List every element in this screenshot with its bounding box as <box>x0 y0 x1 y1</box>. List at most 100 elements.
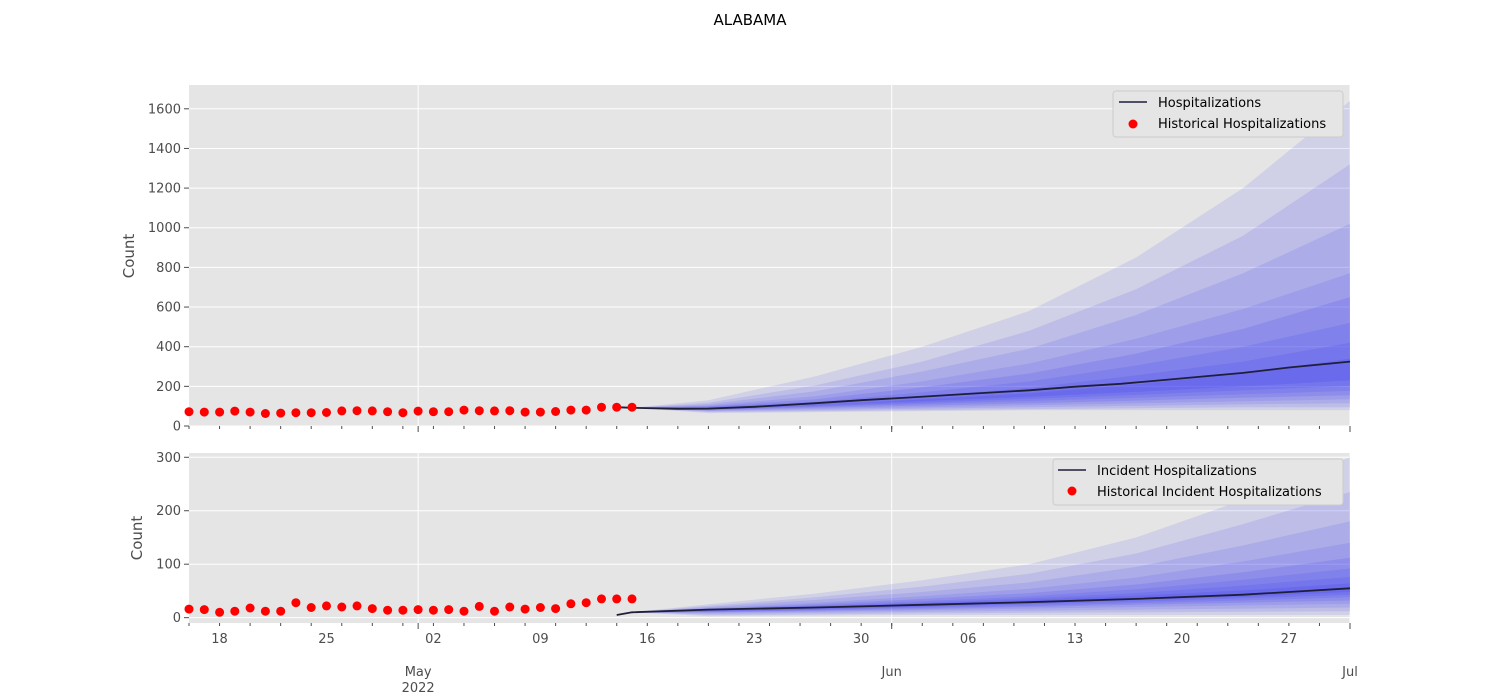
historical-point <box>291 408 301 418</box>
historical-point <box>474 406 484 416</box>
forecast-band <box>632 100 1350 414</box>
historical-point <box>367 406 377 416</box>
historical-point <box>474 601 484 611</box>
historical-point <box>490 606 499 616</box>
historical-point <box>520 604 530 614</box>
x-day-label: 13 <box>1067 632 1084 647</box>
legend-point-marker-top <box>1128 119 1138 129</box>
historical-point <box>276 606 286 616</box>
historical-point <box>581 405 591 415</box>
historical-point <box>535 603 545 612</box>
historical-point <box>551 407 561 416</box>
historical-point <box>276 408 286 418</box>
x-day-label: 02 <box>425 632 442 647</box>
x-month-label: Jun <box>881 665 902 680</box>
y-axis-ticks-top: 0 200 400 600 800 1000 1200 1400 1600 <box>148 102 189 435</box>
y-axis-label-bottom: Count <box>128 516 146 561</box>
historical-point <box>505 406 515 416</box>
gridlines-bottom <box>189 453 1351 623</box>
historical-point <box>260 409 270 418</box>
x-day-label: 16 <box>639 632 656 647</box>
legend-label-historical-incident-hospitalizations: Historical Incident Hospitalizations <box>1097 485 1322 500</box>
x-month-label: Jul <box>1341 665 1358 680</box>
forecast-band <box>632 568 1350 613</box>
historical-point <box>230 406 240 416</box>
y-axis-ticks-bottom: 0 100 200 300 <box>156 451 189 626</box>
y-tick-label: 200 <box>156 380 181 395</box>
historical-point <box>581 598 591 608</box>
y-tick-label: 1600 <box>148 102 181 117</box>
historical-point <box>184 407 194 417</box>
historical-point <box>428 407 438 417</box>
historical-point <box>413 406 423 416</box>
historical-point <box>505 602 515 612</box>
hospitalizations-panel: 0 200 400 600 800 1000 1200 1400 1600 Count Hosp… <box>120 85 1351 435</box>
historical-point <box>291 598 301 608</box>
y-tick-label: 1400 <box>148 142 181 157</box>
y-tick-label: 800 <box>156 261 181 276</box>
y-tick-label: 300 <box>156 451 181 466</box>
historical-point <box>551 604 561 614</box>
historical-point <box>398 605 408 615</box>
legend-label-hospitalizations: Hospitalizations <box>1158 96 1261 111</box>
historical-point <box>597 594 606 604</box>
forecast-bands-bottom <box>632 457 1350 617</box>
legend-label-incident-hospitalizations: Incident Hospitalizations <box>1097 464 1257 479</box>
x-month-label: May <box>405 665 432 680</box>
y-tick-label: 200 <box>156 504 181 519</box>
forecast-band <box>632 577 1350 613</box>
incident-hospitalizations-panel: 0 100 200 300 Count Incident Hospitalizatio… <box>128 451 1351 629</box>
historical-point <box>383 605 393 615</box>
x-day-label: 20 <box>1174 632 1191 647</box>
historical-point <box>322 601 331 611</box>
historical-point <box>490 406 499 416</box>
forecast-band <box>632 457 1350 617</box>
forecast-band <box>632 297 1350 411</box>
historical-point <box>398 408 408 418</box>
forecast-band <box>632 521 1350 614</box>
historical-point <box>215 607 225 617</box>
historical-point <box>352 406 362 416</box>
historical-point <box>444 605 454 615</box>
historical-point <box>535 407 545 417</box>
historical-point <box>260 606 270 616</box>
legend-bottom: Incident Hospitalizations Historical Inc… <box>1052 458 1344 506</box>
historical-point <box>245 603 255 613</box>
gridlines-top <box>189 85 1351 427</box>
y-tick-label: 0 <box>173 611 181 626</box>
median-line-bottom <box>616 587 1351 616</box>
legend-box-bottom <box>1052 458 1344 506</box>
x-day-label: 06 <box>960 632 977 647</box>
historical-point <box>337 406 347 416</box>
legend-top: Hospitalizations Historical Hospitalizat… <box>1112 90 1344 138</box>
legend-label-historical-hospitalizations: Historical Hospitalizations <box>1158 117 1326 132</box>
historical-point <box>459 405 469 415</box>
forecast-band <box>632 342 1350 410</box>
historical-point <box>306 408 316 418</box>
x-day-label: 30 <box>853 632 870 647</box>
historical-points-bottom <box>184 594 637 617</box>
historical-point <box>413 605 423 615</box>
y-tick-label: 1200 <box>148 182 181 197</box>
historical-point <box>306 603 316 612</box>
historical-point <box>428 605 438 615</box>
x-axis-ticks-top <box>188 426 1351 432</box>
x-day-label: 27 <box>1281 632 1298 647</box>
historical-point <box>230 606 240 616</box>
historical-points-top <box>184 402 637 418</box>
x-year-label: 2022 <box>402 681 435 696</box>
historical-point <box>612 594 622 604</box>
median-line <box>616 587 1351 616</box>
x-day-label: 23 <box>746 632 763 647</box>
forecast-band <box>632 273 1350 411</box>
forecast-band <box>632 557 1350 613</box>
historical-point <box>215 407 225 417</box>
historical-point <box>352 601 362 611</box>
forecast-band <box>632 358 1350 409</box>
forecast-band <box>632 223 1350 412</box>
y-axis-label-top: Count <box>120 234 138 279</box>
plot-area-top <box>189 85 1350 426</box>
median-line <box>616 360 1351 410</box>
y-tick-label: 1000 <box>148 221 181 236</box>
